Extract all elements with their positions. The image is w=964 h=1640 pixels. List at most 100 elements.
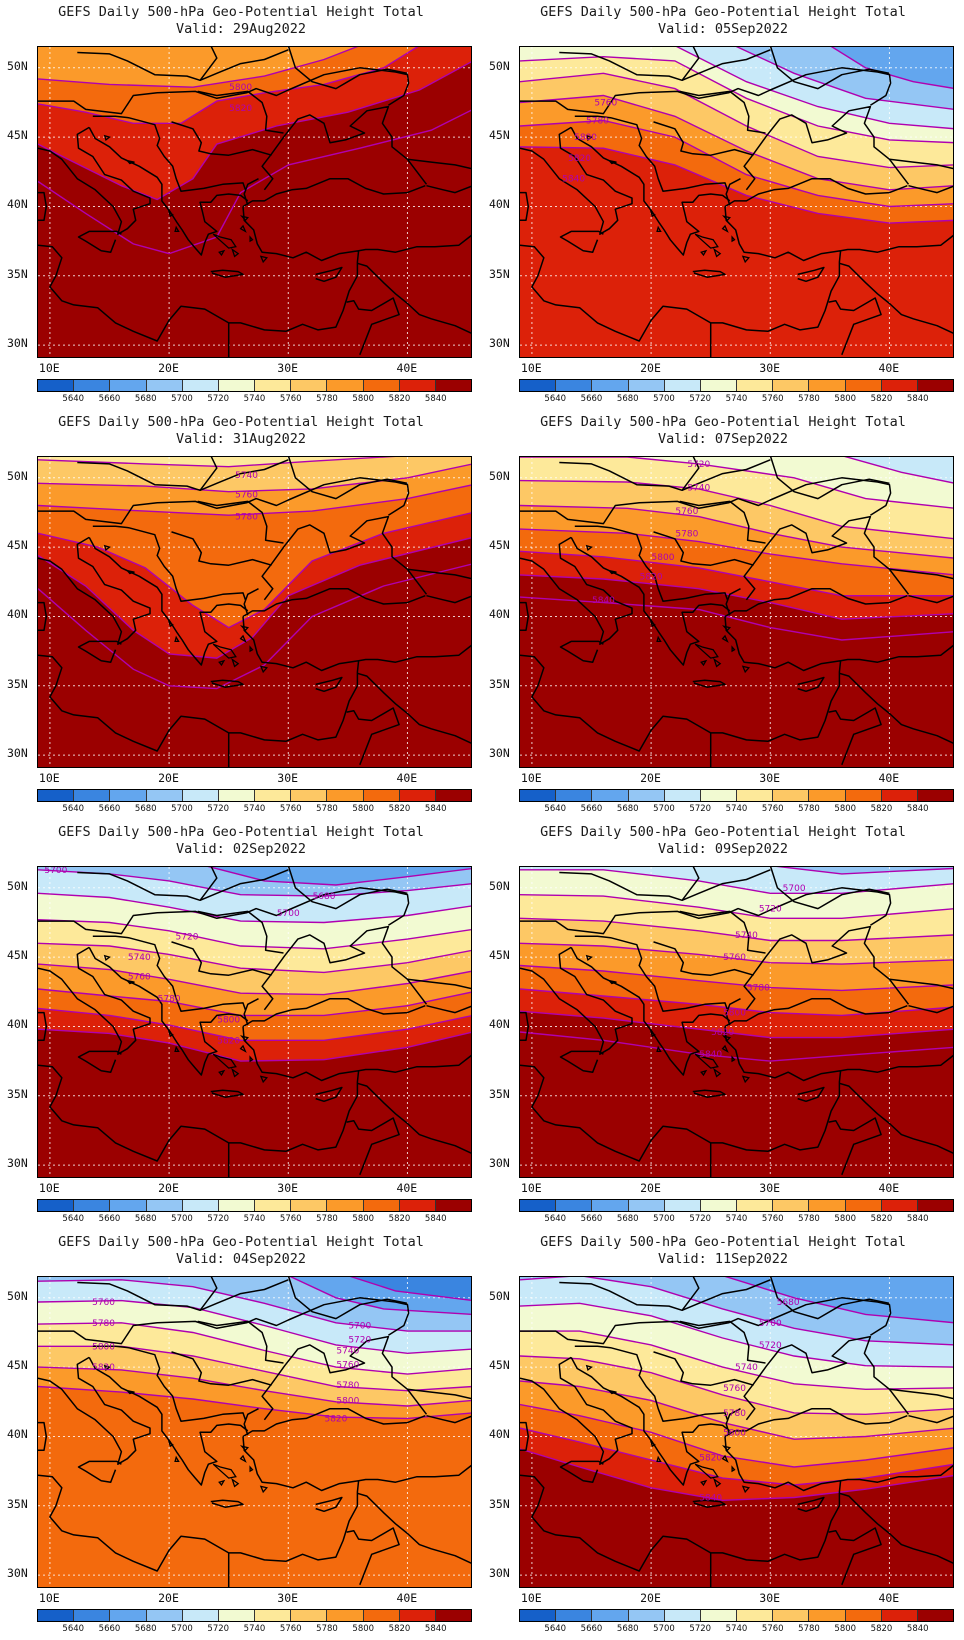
- coastline-border: [769, 47, 890, 90]
- island-outline: [585, 1364, 593, 1372]
- colorbar-level-label: 5720: [207, 1214, 230, 1224]
- longitude-label: 10E: [520, 771, 542, 785]
- coastline-border: [199, 459, 289, 491]
- coastline-border: [171, 531, 272, 566]
- coastline-border: [653, 941, 754, 976]
- colorbar-level-label: 5840: [906, 1624, 929, 1634]
- coastline-border: [839, 1492, 953, 1564]
- valid-date-value: 05Sep2022: [714, 21, 789, 37]
- coastline-border: [559, 640, 604, 663]
- colorbar-swatch: [255, 1200, 292, 1211]
- latitude-label: 45N: [489, 128, 510, 143]
- height-band: [520, 597, 953, 767]
- coastline-border: [199, 1279, 289, 1311]
- colorbar-level-label: 5740: [725, 1624, 748, 1634]
- island-outline: [239, 634, 247, 643]
- coastline-border: [908, 184, 953, 194]
- coastline-border: [315, 676, 343, 693]
- colorbar-swatch: [881, 790, 918, 801]
- height-band: [38, 1386, 471, 1587]
- height-contour: [38, 563, 471, 690]
- colorbar-swatch: [291, 1610, 328, 1621]
- coastline-border: [357, 672, 471, 744]
- latitude-label: 35N: [7, 1086, 28, 1101]
- coastline-border: [520, 126, 633, 235]
- colorbar-swatch: [146, 790, 183, 801]
- island-outline: [700, 249, 708, 257]
- contour-label: 5700: [759, 1319, 782, 1329]
- coastline-border: [407, 1388, 471, 1400]
- colorbar-level-label: 5680: [134, 1214, 157, 1224]
- coastline-border: [908, 1004, 953, 1014]
- coastline-border: [828, 1527, 882, 1586]
- colorbar-swatch: [435, 380, 472, 391]
- contour-label: 5820: [568, 154, 591, 164]
- colorbar-swatch: [737, 790, 774, 801]
- height-contour: [520, 596, 953, 641]
- contour-label: 5800: [92, 1342, 115, 1352]
- coastline-border: [908, 1414, 953, 1424]
- colorbar-swatch: [845, 790, 882, 801]
- colorbar-level-label: 5800: [834, 1624, 857, 1634]
- latitude-label: 35N: [489, 266, 510, 281]
- colorbar-swatch: [520, 1200, 557, 1211]
- colorbar-swatch: [628, 1610, 665, 1621]
- contour-label: 5780: [747, 984, 770, 994]
- latitude-label: 50N: [489, 878, 510, 893]
- coastline-border: [38, 67, 410, 115]
- island-outline: [585, 954, 593, 962]
- colorbar-level-label: 5840: [906, 394, 929, 404]
- colorbar-swatch: [74, 790, 111, 801]
- longitude-label: 10E: [38, 771, 60, 785]
- coastline-border: [574, 1345, 729, 1422]
- coastline-border: [520, 1297, 892, 1345]
- latitude-label: 40N: [489, 1017, 510, 1032]
- coastline-border: [38, 1436, 360, 1572]
- contour-label: 5820: [711, 1028, 734, 1038]
- island-outline: [721, 634, 729, 643]
- colorbar-level-label: 5720: [207, 1624, 230, 1634]
- latitude-label: 45N: [7, 128, 28, 143]
- height-contour: [520, 894, 953, 919]
- valid-prefix: Valid:: [657, 431, 707, 447]
- forecast-panel-09Sep2022: GEFS Daily 500-hPa Geo-Potential Height …: [482, 820, 964, 1230]
- colorbar-swatch: [881, 1200, 918, 1211]
- height-contour: [520, 1010, 953, 1039]
- latitude-label: 30N: [489, 336, 510, 351]
- height-contour: [38, 512, 471, 629]
- latitude-label: 50N: [7, 1288, 28, 1303]
- coastline-border: [287, 457, 408, 500]
- height-band: [520, 1448, 953, 1587]
- colorbar-swatch: [628, 1200, 665, 1211]
- latitude-label: 40N: [7, 1017, 28, 1032]
- latitude-label: 40N: [489, 197, 510, 212]
- latitude-label: 30N: [7, 1156, 28, 1171]
- contour-label: 5800: [652, 553, 675, 563]
- colorbar-swatch: [917, 790, 954, 801]
- contour-label: 5700: [277, 909, 300, 919]
- colorbar-level-label: 5720: [207, 804, 230, 814]
- latitude-label: 35N: [489, 1086, 510, 1101]
- longitude-label: 10E: [520, 1591, 542, 1605]
- contour-label: 5760: [723, 1384, 746, 1394]
- coastline-border: [407, 568, 471, 580]
- colorbar-swatch: [664, 1610, 701, 1621]
- colorbar-level-label: 5660: [98, 1624, 121, 1634]
- colorbar-swatch: [917, 1200, 954, 1211]
- coastline-border: [426, 184, 471, 194]
- coastline-border: [426, 1414, 471, 1424]
- colorbar-swatch: [291, 1200, 328, 1211]
- longitude-label: 10E: [520, 1181, 542, 1195]
- coastline-border: [358, 234, 471, 253]
- colorbar-swatch: [74, 1610, 111, 1621]
- coastline-border: [679, 1320, 766, 1364]
- panel-title: GEFS Daily 500-hPa Geo-Potential Height …: [540, 414, 906, 430]
- valid-date-value: 07Sep2022: [714, 431, 789, 447]
- colorbar-level-label: 5740: [243, 394, 266, 404]
- map-canvas: 5740 5760 5780: [38, 457, 471, 767]
- colorbar-level-label: 5660: [580, 804, 603, 814]
- colorbar-level-label: 5720: [689, 804, 712, 814]
- colorbar-swatch: [110, 1610, 147, 1621]
- contour-label: 5840: [699, 1050, 722, 1060]
- colorbar-level-label: 5800: [352, 394, 375, 404]
